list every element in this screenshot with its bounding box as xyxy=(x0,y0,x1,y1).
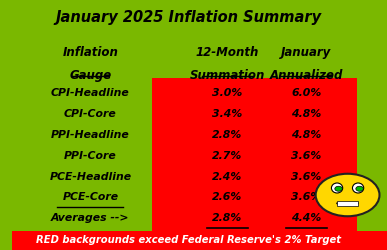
Text: Averages -->: Averages --> xyxy=(51,213,130,223)
Text: 2.4%: 2.4% xyxy=(212,172,243,181)
Ellipse shape xyxy=(353,183,364,193)
Text: 3.6%: 3.6% xyxy=(291,150,321,161)
Text: CPI-Headline: CPI-Headline xyxy=(51,88,130,98)
Text: PPI-Headline: PPI-Headline xyxy=(51,130,130,140)
FancyBboxPatch shape xyxy=(152,78,357,231)
Text: 3.6%: 3.6% xyxy=(291,192,321,202)
Text: 4.8%: 4.8% xyxy=(291,130,321,140)
Text: 12-Month: 12-Month xyxy=(196,46,259,59)
Text: 4.8%: 4.8% xyxy=(291,109,321,119)
Text: RED backgrounds exceed Federal Reserve's 2% Target: RED backgrounds exceed Federal Reserve's… xyxy=(36,235,341,245)
Text: PCE-Headline: PCE-Headline xyxy=(49,172,132,181)
Circle shape xyxy=(335,186,342,191)
Text: 2.8%: 2.8% xyxy=(212,213,243,223)
Circle shape xyxy=(356,186,363,191)
Text: 4.4%: 4.4% xyxy=(291,213,321,223)
Text: Gauge: Gauge xyxy=(69,69,111,82)
Text: Annualized: Annualized xyxy=(270,69,343,82)
Text: CPI-Core: CPI-Core xyxy=(64,109,117,119)
Text: PPI-Core: PPI-Core xyxy=(64,150,117,161)
Ellipse shape xyxy=(331,183,343,193)
Text: 3.4%: 3.4% xyxy=(212,109,243,119)
Text: January: January xyxy=(281,46,331,59)
Text: PCE-Core: PCE-Core xyxy=(62,192,118,202)
FancyBboxPatch shape xyxy=(337,200,358,205)
Text: Summation: Summation xyxy=(190,69,265,82)
Text: 3.0%: 3.0% xyxy=(212,88,243,98)
Text: Inflation: Inflation xyxy=(62,46,118,59)
FancyBboxPatch shape xyxy=(12,230,387,250)
Text: January 2025 Inflation Summary: January 2025 Inflation Summary xyxy=(55,10,321,25)
Circle shape xyxy=(316,174,380,216)
Text: 2.6%: 2.6% xyxy=(212,192,243,202)
Text: 6.0%: 6.0% xyxy=(291,88,321,98)
Text: 2.8%: 2.8% xyxy=(212,130,243,140)
Text: 2.7%: 2.7% xyxy=(212,150,243,161)
Text: 3.6%: 3.6% xyxy=(291,172,321,181)
